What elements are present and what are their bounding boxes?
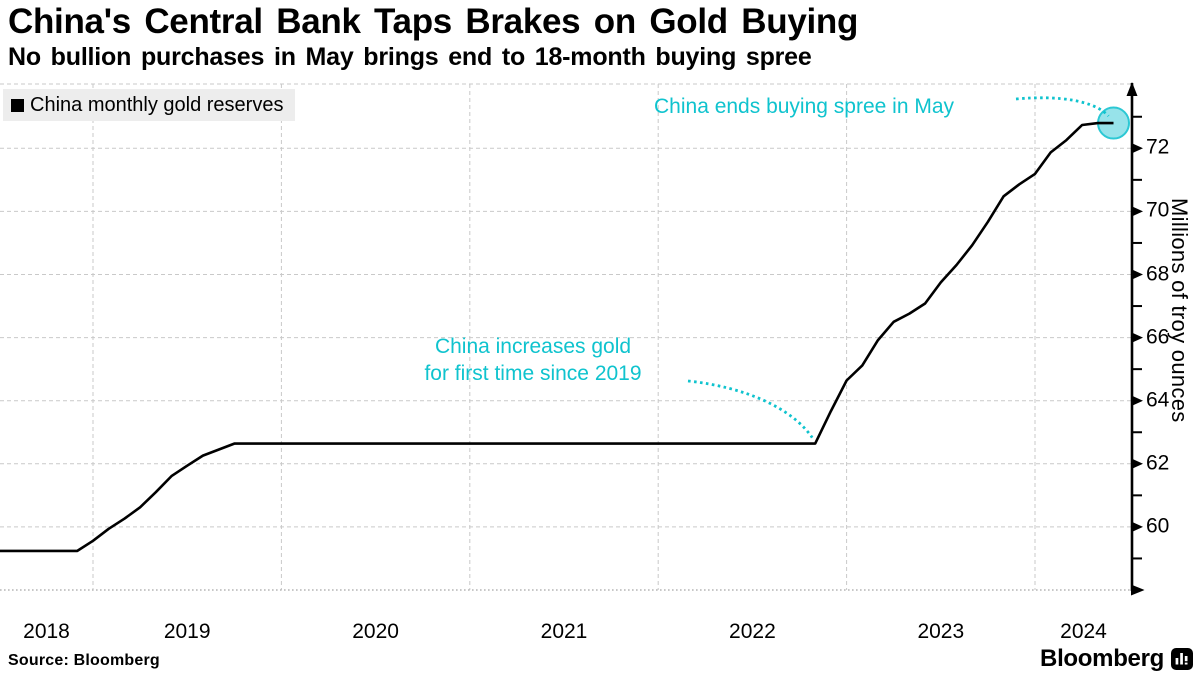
y-axis-label-68: 68 [1146, 262, 1170, 286]
major-tick-arrow-icon [1132, 458, 1143, 469]
bloomberg-chart-icon [1171, 648, 1193, 670]
leader-end [1015, 96, 1110, 118]
chart-title: China's Central Bank Taps Brakes on Gold… [8, 2, 859, 41]
y-axis-label-72: 72 [1146, 135, 1170, 159]
major-tick-arrow-icon [1132, 269, 1143, 280]
bloomberg-logo: Bloomberg [1040, 645, 1193, 673]
reserves-line [0, 121, 1114, 553]
y-axis-label-64: 64 [1146, 388, 1170, 412]
major-tick-arrow-icon [1132, 206, 1143, 217]
major-tick-arrow-icon [1132, 332, 1143, 343]
bloomberg-logo-text: Bloomberg [1040, 645, 1164, 672]
y-axis-label-62: 62 [1146, 451, 1170, 475]
legend-label: China monthly gold reserves [30, 93, 284, 116]
leader-increase [687, 379, 814, 439]
x-axis-label-2024: 2024 [1060, 620, 1107, 643]
legend: China monthly gold reserves [3, 89, 296, 121]
major-tick-arrow-icon [1132, 143, 1143, 154]
chart-subtitle: No bullion purchases in May brings end t… [8, 43, 812, 71]
x-axis-label-2019: 2019 [163, 620, 211, 643]
date-axis-arrow-icon [1131, 584, 1145, 596]
major-tick-arrow-icon [1132, 395, 1143, 406]
x-axis-label-2023: 2023 [917, 620, 965, 643]
source-note: Source: Bloomberg [8, 652, 160, 669]
annotation-end: China ends buying spree in May [654, 95, 955, 118]
major-tick-arrow-icon [1132, 521, 1143, 532]
x-axis-label-2022: 2022 [729, 620, 776, 643]
legend-swatch-icon [11, 98, 24, 112]
value-axis-top-arrow-icon [1126, 82, 1138, 96]
annotation-increase: China increases gold for first time sinc… [383, 333, 683, 387]
y-axis-title: Millions of troy ounces [1167, 198, 1192, 423]
annotation-increase-line2: for first time since 2019 [424, 362, 642, 385]
x-axis-label-2018: 2018 [23, 620, 70, 643]
y-axis-label-70: 70 [1146, 198, 1170, 222]
annotation-increase-line1: China increases gold [434, 335, 632, 358]
y-axis-label-60: 60 [1146, 514, 1170, 538]
x-axis-label-2021: 2021 [540, 620, 588, 643]
x-axis-label-2020: 2020 [352, 620, 399, 643]
y-axis-label-66: 66 [1146, 325, 1170, 349]
